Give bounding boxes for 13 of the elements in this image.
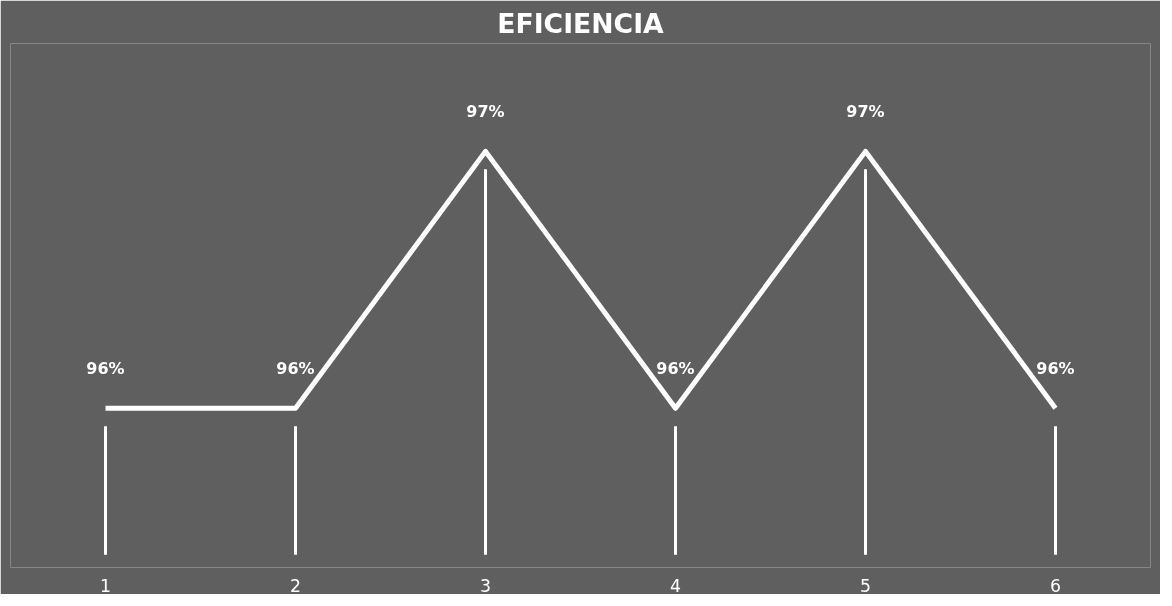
- x-tick-label: 6: [1049, 575, 1062, 596]
- x-tick-label: 5: [859, 575, 872, 596]
- x-tick-label: 2: [289, 575, 302, 596]
- data-label: 96%: [656, 358, 695, 378]
- chart-title: EFICIENCIA: [497, 7, 665, 39]
- data-label: 97%: [466, 101, 505, 121]
- data-label: 96%: [276, 358, 315, 378]
- x-tick-label: 1: [99, 575, 112, 596]
- x-tick-label: 4: [669, 575, 682, 596]
- data-label: 97%: [846, 101, 885, 121]
- x-tick-label: 3: [479, 575, 492, 596]
- data-label: 96%: [86, 358, 125, 378]
- data-label: 96%: [1036, 358, 1075, 378]
